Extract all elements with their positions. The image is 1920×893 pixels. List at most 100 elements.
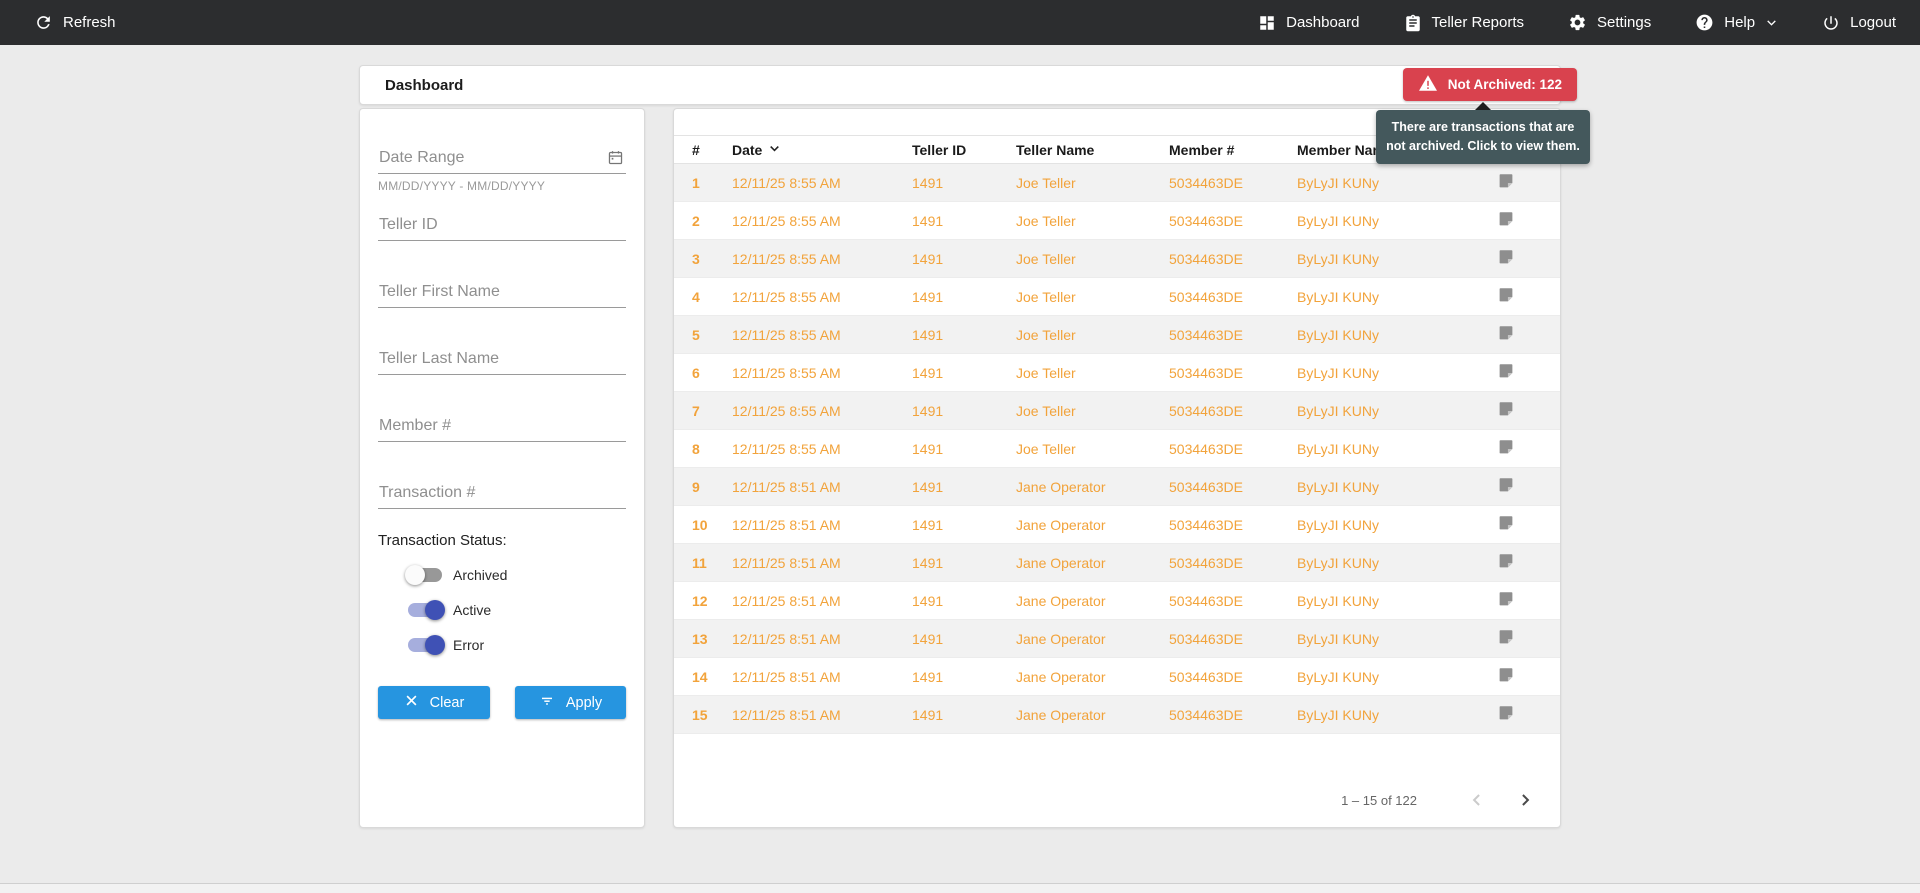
toggle-switch [408, 635, 445, 655]
note-icon[interactable] [1497, 554, 1515, 573]
row-number: 10 [692, 516, 708, 533]
note-icon[interactable] [1497, 440, 1515, 459]
nav-item-logout[interactable]: Logout [1822, 14, 1896, 32]
note-icon[interactable] [1497, 288, 1515, 307]
nav-label-settings: Settings [1597, 14, 1652, 31]
toggle-label: Archived [453, 567, 508, 583]
note-icon[interactable] [1497, 592, 1515, 611]
row-number: 15 [692, 706, 708, 723]
teller-id-input[interactable] [378, 216, 626, 241]
teller-last-name-input[interactable] [378, 350, 626, 375]
row-number: 4 [692, 288, 700, 305]
toggle-active[interactable]: Active [408, 598, 626, 622]
status-bar: ChrisSuperTeller@Qaxpauto1.onmicrosoft.c… [0, 883, 1920, 893]
note-icon[interactable] [1497, 250, 1515, 269]
row-teller-name: Joe Teller [1016, 288, 1076, 305]
transaction-number-input[interactable] [378, 484, 626, 509]
row-member-name: ByLyJI KUNy [1297, 630, 1379, 647]
note-icon[interactable] [1497, 402, 1515, 421]
table-row[interactable]: 6 12/11/25 8:55 AM 1491 Joe Teller 50344… [674, 354, 1560, 392]
row-teller-name: Joe Teller [1016, 364, 1076, 381]
toggle-archived[interactable]: Archived [405, 563, 626, 587]
note-icon[interactable] [1497, 212, 1515, 231]
row-number: 11 [692, 554, 707, 571]
table-row[interactable]: 4 12/11/25 8:55 AM 1491 Joe Teller 50344… [674, 278, 1560, 316]
table-row[interactable]: 11 12/11/25 8:51 AM 1491 Jane Operator 5… [674, 544, 1560, 582]
table-row[interactable]: 7 12/11/25 8:55 AM 1491 Joe Teller 50344… [674, 392, 1560, 430]
table-row[interactable]: 10 12/11/25 8:51 AM 1491 Jane Operator 5… [674, 506, 1560, 544]
apply-button[interactable]: Apply [515, 686, 626, 719]
row-teller-name: Jane Operator [1016, 478, 1106, 495]
note-icon[interactable] [1497, 478, 1515, 497]
row-member-name: ByLyJI KUNy [1297, 668, 1379, 685]
row-number: 9 [692, 478, 700, 495]
row-date: 12/11/25 8:55 AM [732, 212, 841, 229]
table-row[interactable]: 5 12/11/25 8:55 AM 1491 Joe Teller 50344… [674, 316, 1560, 354]
row-date: 12/11/25 8:55 AM [732, 250, 841, 267]
refresh-label: Refresh [63, 14, 116, 31]
col-header-member-number: Member # [1169, 141, 1235, 158]
row-member-number: 5034463DE [1169, 668, 1243, 685]
refresh-button[interactable]: Refresh [34, 13, 116, 32]
clear-button[interactable]: Clear [378, 686, 490, 719]
note-icon[interactable] [1497, 706, 1515, 725]
nav-item-help[interactable]: Help [1695, 13, 1778, 32]
note-icon[interactable] [1497, 326, 1515, 345]
teller-first-name-input[interactable] [378, 283, 626, 308]
date-range-input[interactable] [378, 149, 626, 174]
filter-icon [539, 693, 555, 713]
row-date: 12/11/25 8:51 AM [732, 592, 841, 609]
row-teller-id: 1491 [912, 706, 944, 723]
row-member-number: 5034463DE [1169, 706, 1243, 723]
row-member-number: 5034463DE [1169, 554, 1243, 571]
filter-sidebar: MM/DD/YYYY - MM/DD/YYYY Transaction S [359, 108, 645, 828]
toggle-error[interactable]: Error [408, 633, 626, 657]
prev-page-button[interactable] [1465, 788, 1489, 812]
teller-last-name-field [378, 350, 626, 395]
row-member-name: ByLyJI KUNy [1297, 250, 1379, 267]
row-member-number: 5034463DE [1169, 592, 1243, 609]
nav-item-settings[interactable]: Settings [1568, 13, 1651, 32]
table-row[interactable]: 13 12/11/25 8:51 AM 1491 Jane Operator 5… [674, 620, 1560, 658]
chevron-down-icon [1765, 16, 1778, 29]
row-teller-name: Joe Teller [1016, 212, 1076, 229]
note-icon[interactable] [1497, 174, 1515, 193]
next-page-button[interactable] [1513, 788, 1537, 812]
note-icon[interactable] [1497, 364, 1515, 383]
top-nav: Refresh Dashboard Teller Reports Setting… [0, 0, 1920, 45]
row-teller-id: 1491 [912, 668, 944, 685]
note-icon[interactable] [1497, 516, 1515, 535]
fi-info: FI: Qaxpauto1 [1394, 891, 1461, 893]
clear-x-icon [404, 693, 419, 712]
nav-item-dashboard[interactable]: Dashboard [1258, 14, 1360, 32]
row-member-number: 5034463DE [1169, 250, 1243, 267]
row-teller-name: Joe Teller [1016, 250, 1076, 267]
page-title: Dashboard [385, 76, 464, 94]
note-icon[interactable] [1497, 630, 1515, 649]
member-number-field [378, 417, 626, 462]
row-number: 1 [692, 174, 700, 191]
col-header-date[interactable]: Date [732, 142, 912, 158]
table-row[interactable]: 2 12/11/25 8:55 AM 1491 Joe Teller 50344… [674, 202, 1560, 240]
row-member-number: 5034463DE [1169, 212, 1243, 229]
nav-item-teller-reports[interactable]: Teller Reports [1404, 14, 1524, 32]
table-row[interactable]: 3 12/11/25 8:55 AM 1491 Joe Teller 50344… [674, 240, 1560, 278]
table-row[interactable]: 9 12/11/25 8:51 AM 1491 Jane Operator 50… [674, 468, 1560, 506]
row-teller-name: Joe Teller [1016, 402, 1076, 419]
table-row[interactable]: 15 12/11/25 8:51 AM 1491 Jane Operator 5… [674, 696, 1560, 734]
row-teller-id: 1491 [912, 174, 944, 191]
not-archived-tooltip: There are transactions that are not arch… [1376, 102, 1590, 164]
badge-label: Not Archived: 122 [1447, 77, 1562, 92]
not-archived-badge[interactable]: Not Archived: 122 [1402, 68, 1577, 101]
row-member-name: ByLyJI KUNy [1297, 364, 1379, 381]
calendar-icon[interactable] [607, 149, 624, 171]
table-row[interactable]: 8 12/11/25 8:55 AM 1491 Joe Teller 50344… [674, 430, 1560, 468]
note-icon[interactable] [1497, 668, 1515, 687]
table-row[interactable]: 12 12/11/25 8:51 AM 1491 Jane Operator 5… [674, 582, 1560, 620]
nav-label-help: Help [1724, 14, 1756, 31]
table-row[interactable]: 1 12/11/25 8:55 AM 1491 Joe Teller 50344… [674, 164, 1560, 202]
row-teller-name: Jane Operator [1016, 592, 1106, 609]
member-number-input[interactable] [378, 417, 626, 442]
transaction-status-label: Transaction Status: [378, 532, 507, 549]
table-row[interactable]: 14 12/11/25 8:51 AM 1491 Jane Operator 5… [674, 658, 1560, 696]
